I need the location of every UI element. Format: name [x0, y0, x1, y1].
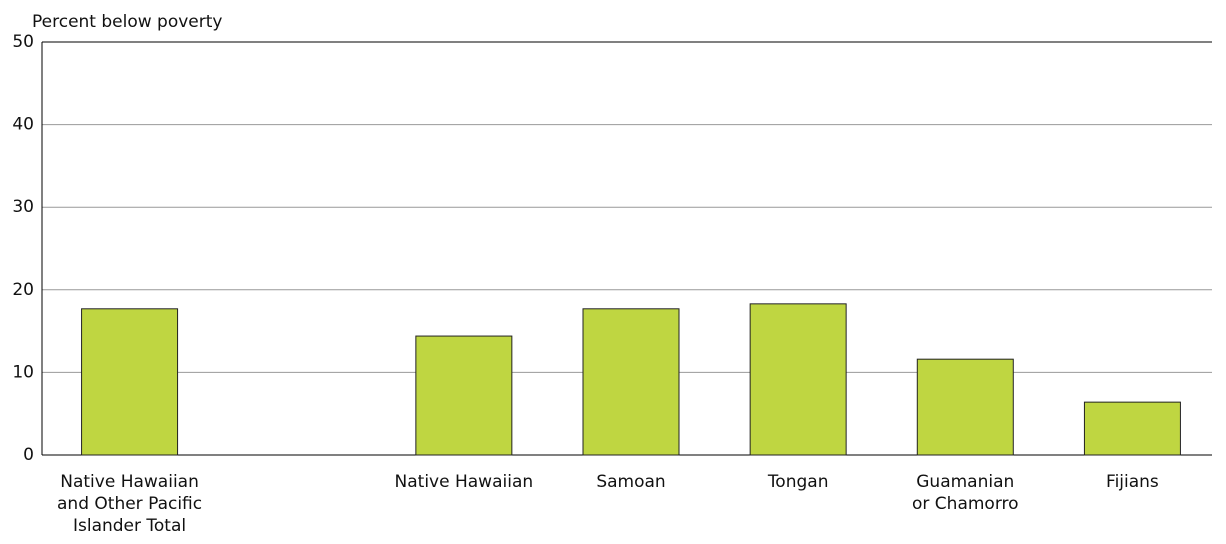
x-tick-label: Native Hawaiian [394, 472, 534, 492]
x-tick-label: Tongan [767, 472, 829, 492]
x-tick-label: Fijians [1106, 472, 1159, 492]
y-tick-label: 40 [12, 115, 34, 135]
bar [415, 335, 513, 456]
y-tick-label: 30 [12, 197, 34, 217]
y-tick-label: 20 [12, 280, 34, 300]
x-tick-label: Guamanian or Chamorro [912, 472, 1019, 514]
x-tick-label: Native Hawaiian and Other Pacific Island… [57, 472, 203, 536]
y-tick-label: 10 [12, 362, 34, 382]
y-axis-title: Percent below poverty [32, 12, 222, 32]
bar [749, 303, 847, 456]
bar [582, 308, 680, 456]
x-tick-label: Samoan [596, 472, 666, 492]
bar [1083, 401, 1181, 456]
y-tick-label: 0 [23, 445, 34, 465]
bar [916, 358, 1014, 456]
bar [81, 308, 179, 456]
y-tick-label: 50 [12, 32, 34, 52]
